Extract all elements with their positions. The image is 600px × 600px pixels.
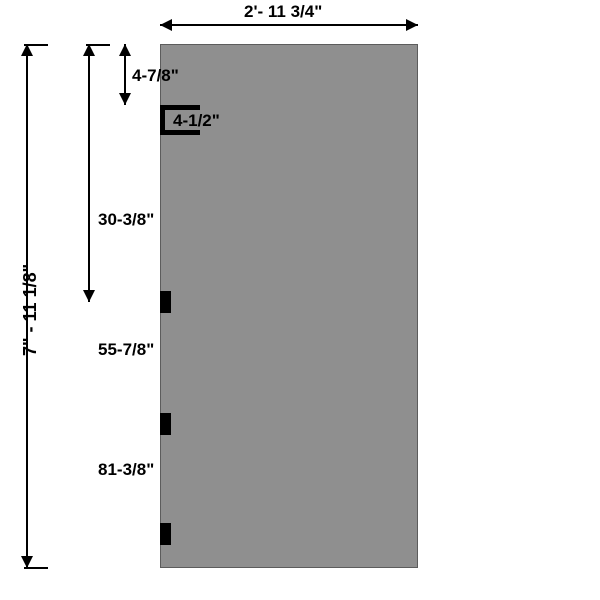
arrow-head-icon: [119, 44, 131, 56]
hinge-dimension-label: 81-3/8": [98, 460, 154, 480]
hinge-dimension-line: [88, 44, 90, 302]
hinge-bracket-top-arm: [160, 105, 200, 110]
hinge-mark: [160, 413, 171, 435]
hinge-dimension-label: 30-3/8": [98, 210, 154, 230]
offset-dimension-label: 4-7/8": [132, 66, 179, 86]
height-dimension-label: 7" - 11 1/8": [20, 264, 41, 356]
width-dimension-line: [160, 24, 418, 26]
arrow-head-icon: [83, 290, 95, 302]
hinge-mark: [160, 291, 171, 313]
arrow-head-icon: [119, 93, 131, 105]
diagram-canvas: 4-1/2" 2'- 11 3/4" 7" - 11 1/8" 4-7/8" 3…: [0, 0, 600, 600]
width-dimension-label: 2'- 11 3/4": [244, 2, 322, 22]
hinge-mark: [160, 523, 171, 545]
extension-line: [24, 44, 48, 46]
extension-line: [24, 567, 48, 569]
hinge-dimension-label: 55-7/8": [98, 340, 154, 360]
arrow-head-icon: [160, 19, 172, 31]
hinge-width-label: 4-1/2": [173, 111, 220, 131]
arrow-head-icon: [406, 19, 418, 31]
hinge-bracket-bottom-arm: [160, 130, 200, 135]
extension-line: [86, 44, 110, 46]
